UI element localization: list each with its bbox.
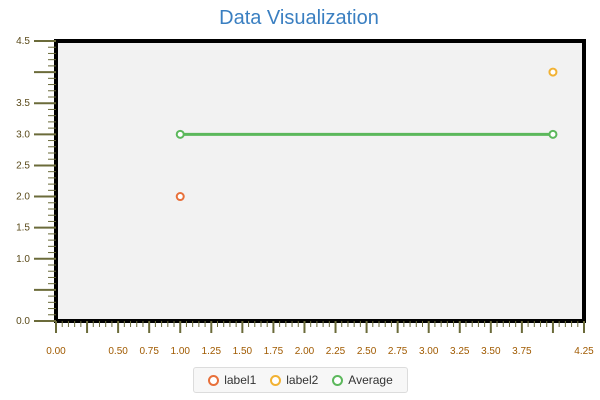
legend-item-label1[interactable]: label1 — [208, 373, 256, 387]
y-tick-label: 3.5 — [16, 98, 30, 109]
legend-marker-icon — [208, 374, 220, 386]
x-tick-label: 0.00 — [46, 346, 66, 357]
legend-label: Average — [348, 373, 393, 387]
x-tick-label: 2.75 — [388, 346, 408, 357]
x-tick-label: 1.50 — [233, 346, 253, 357]
legend-marker-icon — [270, 374, 282, 386]
x-tick-label: 3.75 — [512, 346, 532, 357]
legend-marker-icon — [332, 374, 344, 386]
y-tick-label: 2.0 — [16, 192, 30, 203]
x-tick-label: 2.25 — [326, 346, 346, 357]
data-point-average[interactable] — [548, 129, 558, 139]
legend-item-average[interactable]: Average — [332, 373, 393, 387]
x-tick-label: 4.25 — [574, 346, 594, 357]
legend-item-label2[interactable]: label2 — [270, 373, 318, 387]
x-tick-label: 2.50 — [357, 346, 377, 357]
y-tick-label: 4.5 — [16, 36, 30, 47]
data-point-label2[interactable] — [548, 67, 558, 77]
x-tick-label: 3.25 — [450, 346, 470, 357]
x-tick-label: 1.00 — [171, 346, 191, 357]
x-tick-label: 0.50 — [108, 346, 128, 357]
plot-area — [54, 39, 586, 323]
y-tick-label: 2.5 — [16, 160, 30, 171]
data-point-average[interactable] — [175, 129, 185, 139]
data-point-label1[interactable] — [175, 192, 185, 202]
y-tick-label: 1.5 — [16, 223, 30, 234]
x-tick-label: 3.00 — [419, 346, 439, 357]
x-tick-label: 1.25 — [202, 346, 222, 357]
x-tick-label: 3.50 — [481, 346, 501, 357]
y-tick-label: 1.0 — [16, 254, 30, 265]
x-tick-label: 2.00 — [295, 346, 315, 357]
legend: label1 label2 Average — [193, 367, 408, 393]
legend-label: label1 — [224, 373, 257, 387]
x-tick-label: 1.75 — [264, 346, 284, 357]
y-tick-label: 3.0 — [16, 129, 30, 140]
chart-title: Data Visualization — [219, 7, 379, 29]
y-tick-label: 0.0 — [16, 316, 30, 327]
legend-label: label2 — [286, 373, 319, 387]
x-tick-label: 0.75 — [139, 346, 159, 357]
